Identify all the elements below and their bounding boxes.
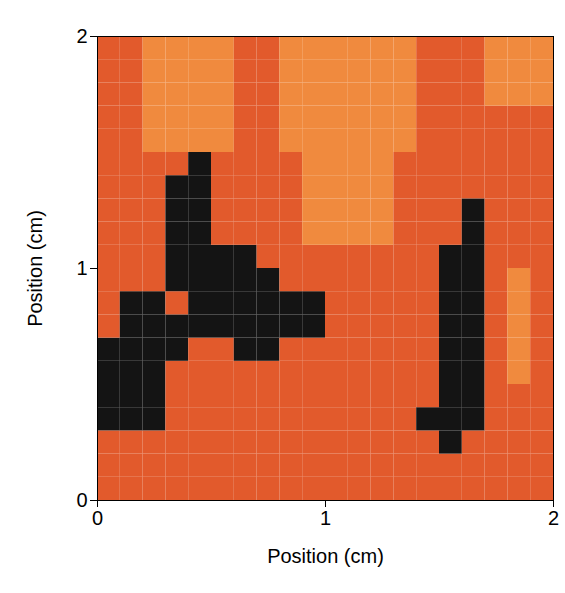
- svg-text:2: 2: [76, 25, 87, 47]
- svg-text:Position (cm): Position (cm): [267, 545, 384, 567]
- svg-text:1: 1: [320, 507, 331, 529]
- svg-text:Position (cm): Position (cm): [24, 210, 46, 327]
- svg-text:0: 0: [76, 489, 87, 511]
- svg-text:0: 0: [92, 507, 103, 529]
- svg-text:2: 2: [548, 507, 559, 529]
- svg-text:1: 1: [76, 257, 87, 279]
